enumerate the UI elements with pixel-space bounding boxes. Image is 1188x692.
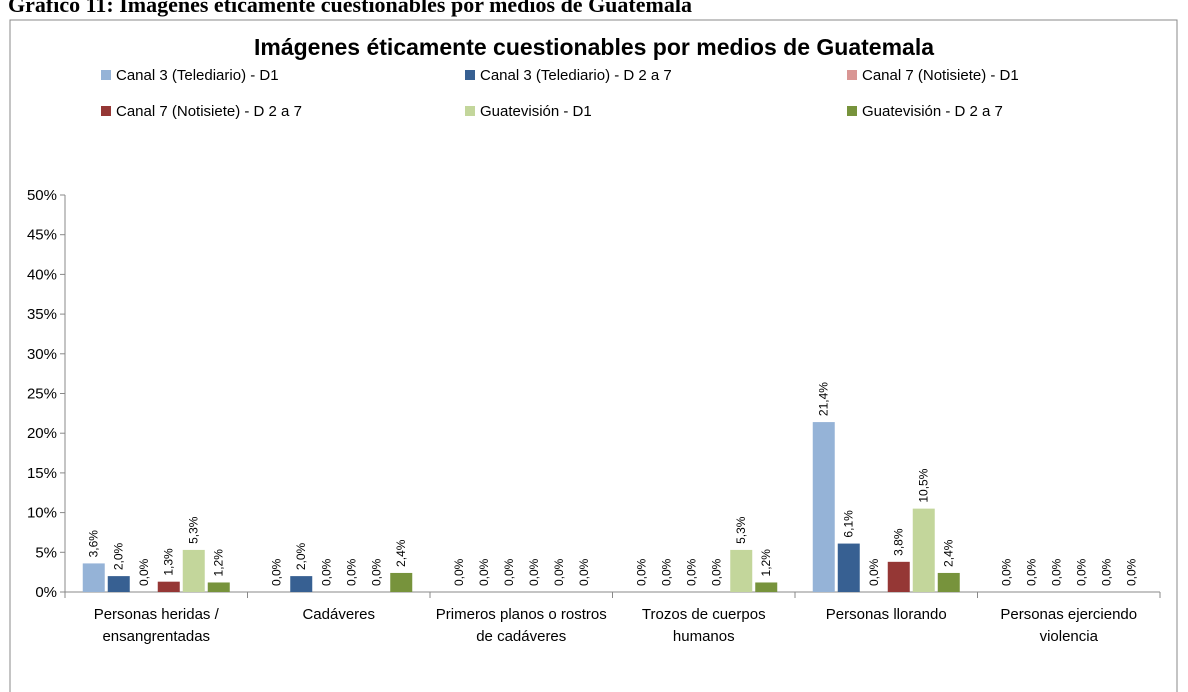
- y-tick-label: 40%: [27, 266, 57, 283]
- data-label: 0,0%: [527, 558, 541, 586]
- data-label: 2,4%: [942, 539, 956, 567]
- x-tick-label: Trozos de cuerpos humanos: [641, 606, 766, 645]
- bar: [107, 576, 130, 592]
- data-label: 0,0%: [577, 558, 591, 586]
- bar: [157, 581, 180, 592]
- legend-swatch: [847, 70, 857, 80]
- legend-swatch: [465, 70, 475, 80]
- data-label: 1,2%: [759, 549, 773, 577]
- data-label: 0,0%: [319, 558, 333, 586]
- data-label: 1,2%: [212, 549, 226, 577]
- data-label: 2,0%: [294, 542, 308, 570]
- bar: [755, 582, 778, 592]
- data-label: 0,0%: [659, 558, 673, 586]
- data-label: 1,3%: [162, 548, 176, 576]
- data-label: 5,3%: [734, 516, 748, 544]
- x-tick-label: Cadáveres: [302, 606, 376, 623]
- legend-label: Canal 7 (Notisiete) - D 2 a 7: [116, 103, 302, 120]
- y-tick-label: 10%: [27, 505, 57, 522]
- data-label: 0,0%: [1099, 558, 1113, 586]
- y-tick-label: 50%: [27, 187, 57, 204]
- bar: [887, 561, 910, 592]
- data-label: 0,0%: [999, 558, 1013, 586]
- data-label: 0,0%: [1074, 558, 1088, 586]
- legend-swatch: [465, 106, 475, 116]
- legend-label: Guatevisión - D 2 a 7: [862, 103, 1003, 120]
- data-label: 0,0%: [344, 558, 358, 586]
- data-label: 6,1%: [842, 510, 856, 538]
- bar: [182, 549, 205, 592]
- y-tick-label: 30%: [27, 346, 57, 363]
- data-label: 2,4%: [394, 539, 408, 567]
- data-label: 0,0%: [137, 558, 151, 586]
- legend-label: Canal 7 (Notisiete) - D1: [862, 67, 1019, 84]
- data-label: 0,0%: [477, 558, 491, 586]
- y-tick-label: 25%: [27, 386, 57, 403]
- legend-swatch: [101, 106, 111, 116]
- data-label: 10,5%: [917, 468, 931, 502]
- data-label: 2,0%: [112, 542, 126, 570]
- data-label: 3,6%: [87, 530, 101, 558]
- data-label: 5,3%: [187, 516, 201, 544]
- legend-swatch: [847, 106, 857, 116]
- x-tick-label: Personas heridas / ensangrentadas: [93, 606, 219, 645]
- x-tick-label: Primeros planos o rostros de cadáveres: [435, 606, 607, 645]
- bar: [207, 582, 230, 592]
- data-label: 0,0%: [369, 558, 383, 586]
- data-label: 0,0%: [684, 558, 698, 586]
- bar: [812, 422, 835, 592]
- data-label: 0,0%: [867, 558, 881, 586]
- data-label: 0,0%: [1124, 558, 1138, 586]
- y-tick-label: 0%: [35, 584, 57, 601]
- y-tick-label: 35%: [27, 306, 57, 323]
- bar: [730, 549, 753, 592]
- x-tick-label: Personas llorando: [825, 606, 947, 623]
- data-label: 0,0%: [1024, 558, 1038, 586]
- y-tick-label: 5%: [35, 544, 57, 561]
- data-label: 3,8%: [892, 528, 906, 556]
- bar: [837, 543, 860, 592]
- x-tick-label: Personas ejerciendo violencia: [1000, 606, 1138, 645]
- bar: [82, 563, 105, 592]
- bar: [912, 508, 935, 592]
- caption: Gráfico 11: Imágenes éticamente cuestion…: [8, 0, 692, 17]
- y-tick-label: 15%: [27, 465, 57, 482]
- y-tick-label: 45%: [27, 227, 57, 244]
- bar: [390, 572, 413, 592]
- legend-label: Canal 3 (Telediario) - D 2 a 7: [480, 67, 672, 84]
- data-label: 0,0%: [269, 558, 283, 586]
- legend-label: Guatevisión - D1: [480, 103, 592, 120]
- chart-title: Imágenes éticamente cuestionables por me…: [254, 34, 934, 60]
- data-label: 0,0%: [1049, 558, 1063, 586]
- data-label: 0,0%: [634, 558, 648, 586]
- data-label: 0,0%: [502, 558, 516, 586]
- legend-label: Canal 3 (Telediario) - D1: [116, 67, 279, 84]
- data-label: 0,0%: [552, 558, 566, 586]
- y-tick-label: 20%: [27, 425, 57, 442]
- bar: [937, 572, 960, 592]
- data-label: 0,0%: [452, 558, 466, 586]
- data-label: 0,0%: [709, 558, 723, 586]
- legend-swatch: [101, 70, 111, 80]
- data-label: 21,4%: [817, 382, 831, 416]
- bar: [290, 576, 313, 592]
